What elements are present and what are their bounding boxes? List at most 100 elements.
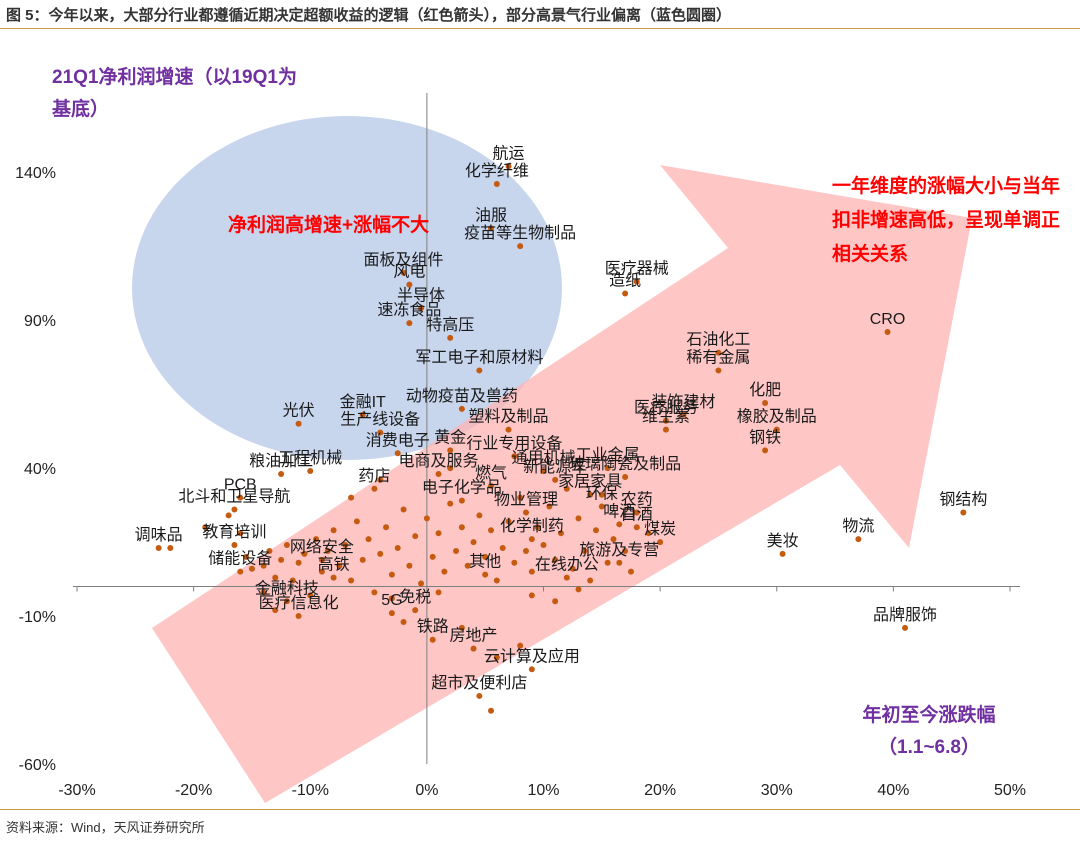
- scatter-point: [604, 559, 611, 566]
- point-label: 钢铁: [749, 428, 781, 446]
- point-label: 化学制药: [500, 517, 564, 535]
- x-axis-annotation: 年初至今涨跌幅（1.1~6.8）: [862, 705, 996, 758]
- x-tick-label: 50%: [994, 782, 1026, 799]
- scatter-point: [458, 524, 465, 531]
- tick-labels: -30% -20% -10% 0% 10% 20% 30% 40% 50% 140% 90% 40% -…: [15, 165, 1026, 799]
- point-label: 维生素: [642, 408, 690, 426]
- scatter-point: [505, 518, 512, 525]
- scatter-point: [458, 624, 465, 631]
- scatter-point: [476, 692, 483, 699]
- scatter-point: [517, 642, 524, 649]
- scatter-point: [225, 512, 232, 519]
- scatter-point: [552, 556, 559, 563]
- scatter-point: [511, 453, 518, 460]
- scatter-point: [762, 399, 769, 406]
- scatter-point: [318, 568, 325, 575]
- scatter-point: [231, 542, 238, 549]
- point-label: 通用机械: [511, 449, 575, 467]
- scatter-point: [528, 592, 535, 599]
- scatter-point: [575, 586, 582, 593]
- scatter-point: [406, 562, 413, 569]
- scatter-point: [616, 521, 623, 528]
- top-divider: [0, 28, 1080, 29]
- scatter-point: [488, 527, 495, 534]
- point-label: 其他: [469, 553, 501, 571]
- point-label: 超市及便利店: [431, 674, 527, 692]
- scatter-point: [248, 565, 255, 572]
- scatter-point: [348, 494, 355, 501]
- scatter-point: [418, 580, 425, 587]
- scatter-point: [418, 305, 425, 312]
- scatter-point: [278, 556, 285, 563]
- scatter-point: [569, 565, 576, 572]
- y-tick-label: 90%: [24, 313, 56, 330]
- point-label: 疫苗等生物制品: [464, 224, 576, 242]
- point-label: 工程机械: [278, 449, 342, 467]
- point-label: 油服: [475, 206, 507, 224]
- scatter-point: [237, 568, 244, 575]
- point-label: 煤炭: [644, 520, 676, 538]
- point-label: 白酒: [621, 505, 653, 523]
- scatter-point: [330, 527, 337, 534]
- scatter-point: [528, 536, 535, 543]
- scatter-point: [441, 568, 448, 575]
- scatter-point: [406, 281, 413, 288]
- scatter-point: [289, 577, 296, 584]
- scatter-point: [657, 539, 664, 546]
- y-tick-label: -10%: [19, 609, 56, 626]
- scatter-point: [412, 533, 419, 540]
- scatter-point: [283, 598, 290, 605]
- scatter-point: [406, 320, 413, 327]
- scatter-point: [633, 509, 640, 516]
- scatter-point: [400, 269, 407, 276]
- scatter-point: [400, 618, 407, 625]
- scatter-point: [476, 512, 483, 519]
- scatter-point: [482, 553, 489, 560]
- scatter-point: [330, 574, 337, 581]
- point-label: 房地产: [450, 627, 498, 645]
- scatter-point: [598, 491, 605, 498]
- scatter-point: [552, 598, 559, 605]
- point-label: 新能源车: [523, 458, 587, 476]
- scatter-point: [622, 473, 629, 480]
- point-label: 家居家具: [558, 473, 622, 491]
- point-label: 医疗器械: [605, 260, 669, 278]
- scatter-point: [557, 530, 564, 537]
- scatter-point: [348, 577, 355, 584]
- scatter-point: [493, 654, 500, 661]
- scatter-point: [523, 547, 530, 554]
- point-label: 农药: [621, 490, 653, 508]
- x-tick-label: 40%: [877, 782, 909, 799]
- scatter-point: [167, 544, 174, 551]
- y-tick-label: -60%: [19, 757, 56, 774]
- scatter-point: [458, 405, 465, 412]
- scatter-point: [429, 553, 436, 560]
- point-label: 石油化工: [686, 331, 750, 349]
- scatter-point: [447, 500, 454, 507]
- scatter-point: [622, 547, 629, 554]
- point-label: 化学纤维: [465, 162, 529, 180]
- scatter-point: [324, 547, 331, 554]
- point-label: 黄金: [434, 428, 466, 446]
- scatter-point: [511, 559, 518, 566]
- point-label: 钢结构: [939, 490, 987, 508]
- scatter-point: [488, 225, 495, 232]
- point-label: 旅游及专营: [579, 541, 659, 559]
- point-label: 物业管理: [494, 490, 558, 508]
- scatter-point: [662, 417, 669, 424]
- scatter-point: [715, 349, 722, 356]
- scatter-point: [377, 550, 384, 557]
- scatter-point: [243, 553, 250, 560]
- point-label: 调味品: [135, 526, 183, 544]
- point-label: 军工电子和原材料: [415, 348, 543, 366]
- red-arrow-annotation: 一年维度的涨幅大小与当年扣非增速高低，呈现单调正相关关系: [832, 176, 1061, 265]
- scatter-point: [622, 290, 629, 297]
- scatter-point: [458, 497, 465, 504]
- x-tick-label: -20%: [175, 782, 212, 799]
- point-label: 医疗服务: [634, 399, 698, 417]
- x-tick-label: 30%: [761, 782, 793, 799]
- point-label: 电商及服务: [399, 452, 479, 470]
- scatter-point: [616, 559, 623, 566]
- point-label: 橡胶及制品: [737, 408, 817, 426]
- scatter-point: [762, 447, 769, 454]
